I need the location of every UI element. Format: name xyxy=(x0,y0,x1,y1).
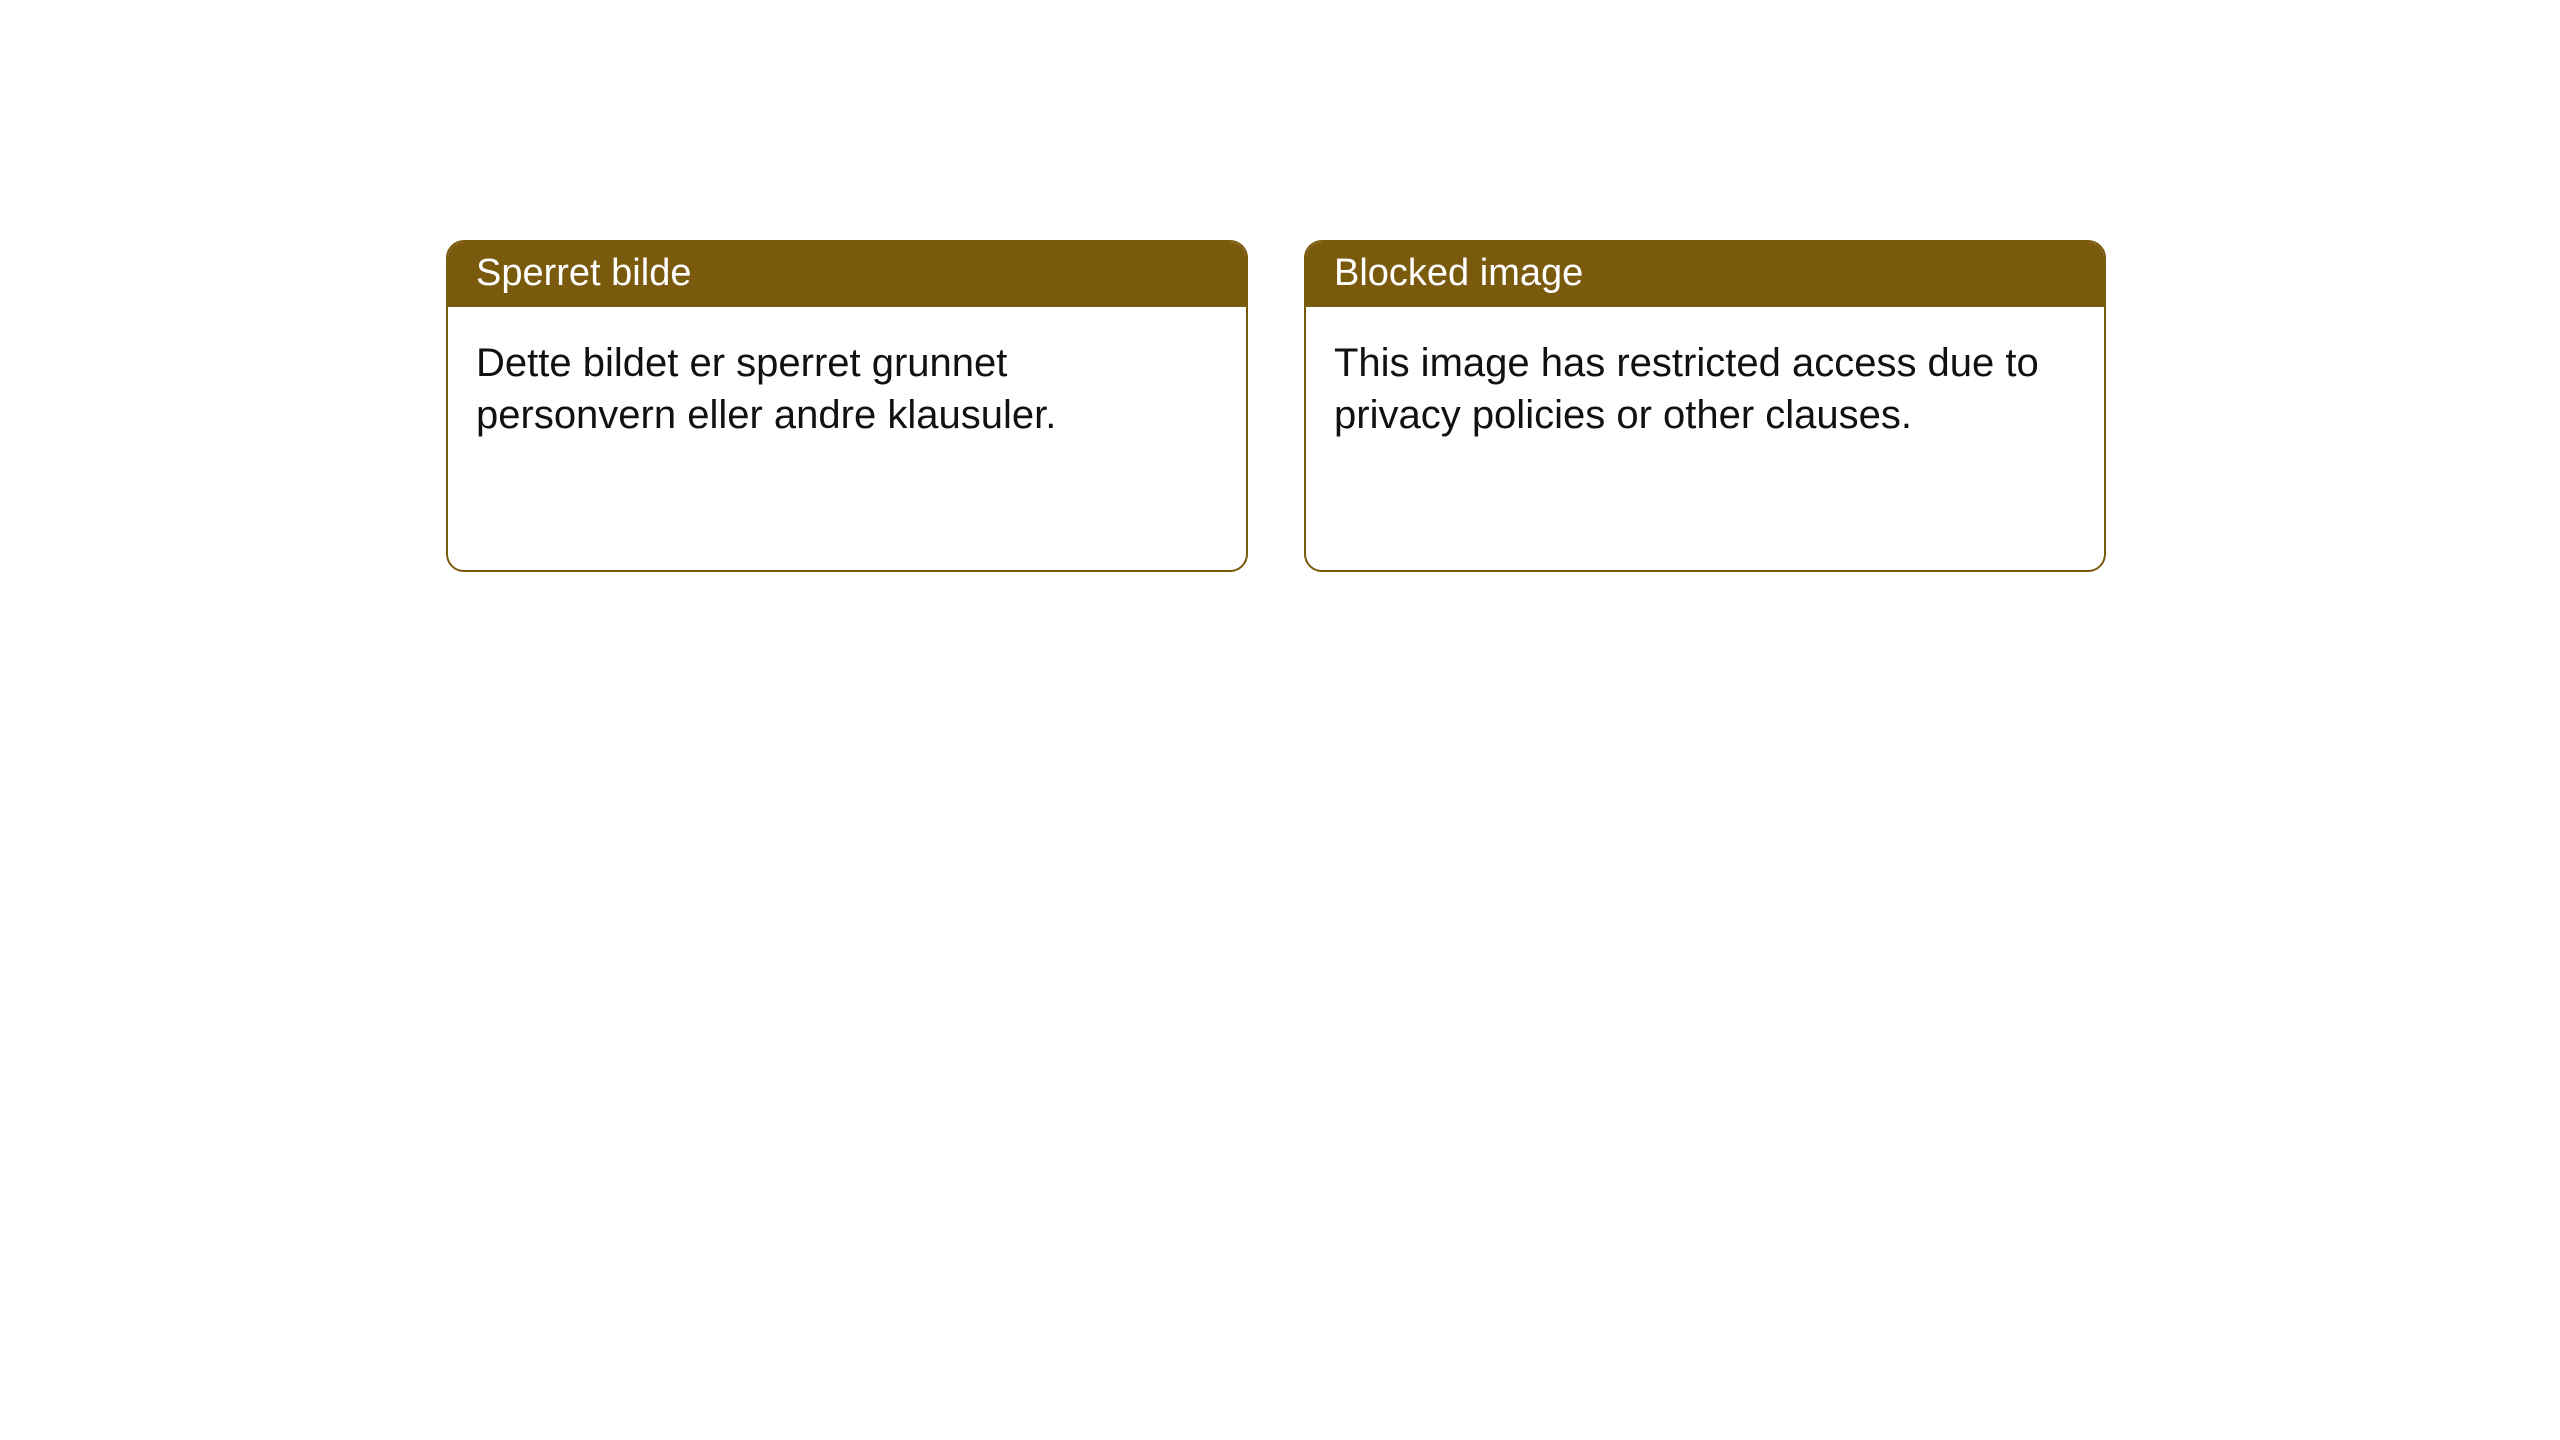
notice-card-norwegian: Sperret bilde Dette bildet er sperret gr… xyxy=(446,240,1248,572)
notice-body-english: This image has restricted access due to … xyxy=(1306,307,2104,471)
notice-header-english: Blocked image xyxy=(1306,242,2104,307)
notice-header-norwegian: Sperret bilde xyxy=(448,242,1246,307)
notice-body-norwegian: Dette bildet er sperret grunnet personve… xyxy=(448,307,1246,471)
notice-container: Sperret bilde Dette bildet er sperret gr… xyxy=(446,240,2106,572)
notice-card-english: Blocked image This image has restricted … xyxy=(1304,240,2106,572)
